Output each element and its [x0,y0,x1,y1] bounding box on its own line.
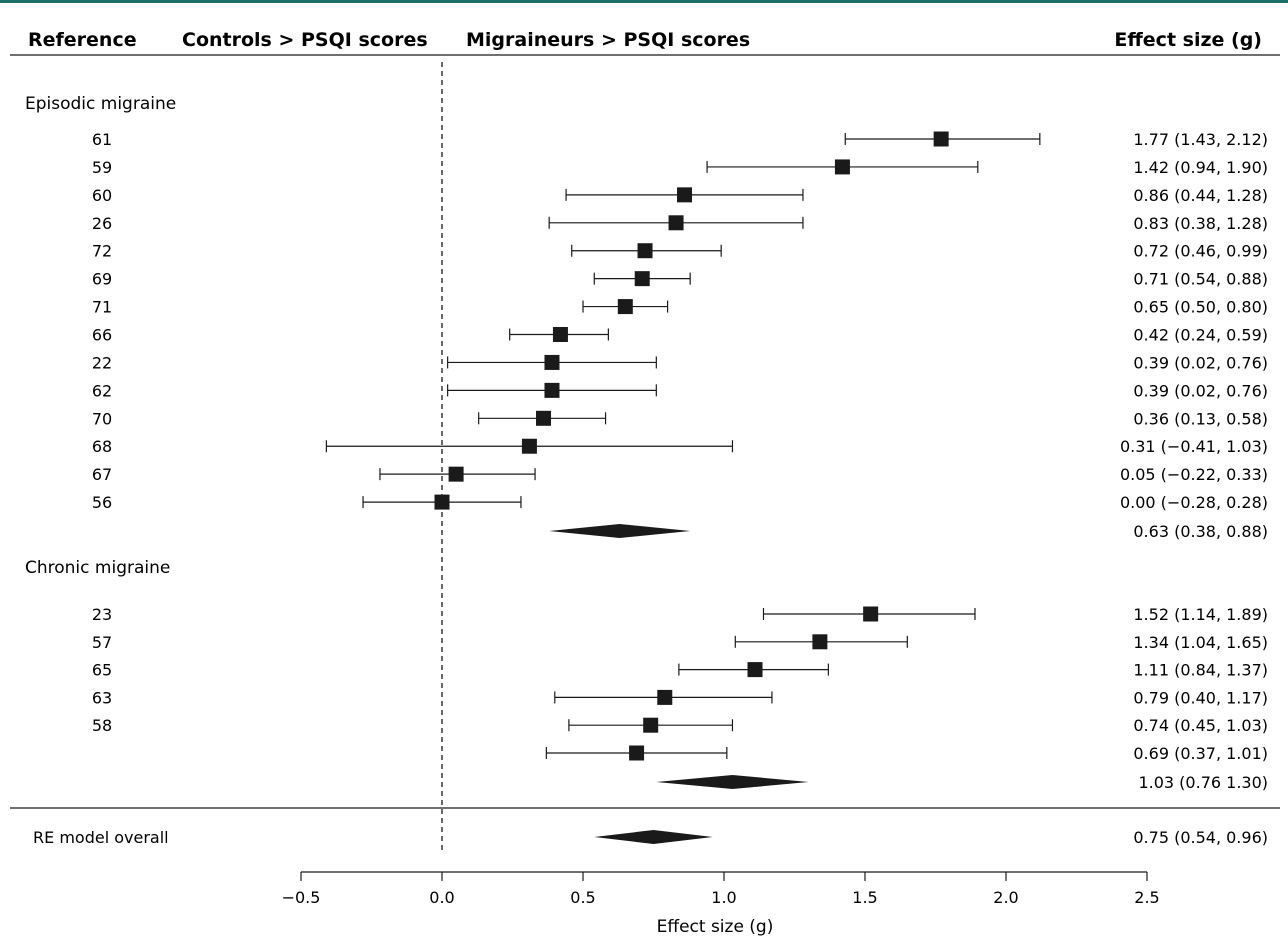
point-estimate [521,438,537,454]
summary-diamond [549,524,691,538]
effect-label: 0.69 (0.37, 1.01) [1133,744,1268,763]
effect-label: 0.31 (−0.41, 1.03) [1120,437,1268,456]
study-reference: 70 [92,409,112,428]
effect-label: 0.05 (−0.22, 0.33) [1120,465,1268,484]
x-tick-label: 2.0 [993,888,1018,907]
study-reference: 57 [92,633,112,652]
x-tick-label: 0.0 [429,888,454,907]
point-estimate [657,689,673,705]
point-estimate [834,159,850,175]
effect-label: 0.65 (0.50, 0.80) [1133,298,1268,317]
point-estimate [933,131,949,147]
effect-label: 0.36 (0.13, 0.58) [1133,409,1268,428]
effect-label: 0.39 (0.02, 0.76) [1133,353,1268,372]
overall-label: RE model overall [33,828,169,847]
point-estimate [544,382,560,398]
point-estimate [747,662,763,678]
overall-diamond [594,830,713,844]
header-effect-size: Effect size (g) [1114,29,1262,51]
effect-label: 0.42 (0.24, 0.59) [1133,326,1268,345]
x-tick-label: 2.5 [1134,888,1159,907]
point-estimate [643,717,659,733]
effect-label: 1.34 (1.04, 1.65) [1133,633,1268,652]
x-tick-label: 1.0 [711,888,736,907]
header-controls: Controls > PSQI scores [182,29,428,51]
point-estimate [544,354,560,370]
effect-label: 1.42 (0.94, 1.90) [1133,158,1268,177]
point-estimate [677,187,693,203]
effect-label: 1.11 (0.84, 1.37) [1133,661,1268,680]
effect-label: 0.71 (0.54, 0.88) [1133,270,1268,289]
study-reference: 23 [92,605,112,624]
effect-label: 0.74 (0.45, 1.03) [1133,716,1268,735]
summary-effect-label: 1.03 (0.76 1.30) [1138,773,1268,792]
point-estimate [629,745,645,761]
summary-effect-label: 0.75 (0.54, 0.96) [1133,828,1268,847]
study-reference: 66 [92,326,112,345]
effect-label: 0.39 (0.02, 0.76) [1133,381,1268,400]
point-estimate [668,215,684,231]
effect-label: 0.72 (0.46, 0.99) [1133,242,1268,261]
study-reference: 63 [92,688,112,707]
study-reference: 62 [92,381,112,400]
point-estimate [448,466,464,482]
x-tick-label: 1.5 [852,888,877,907]
study-reference: 61 [92,130,112,149]
point-estimate [863,606,879,622]
study-reference: 71 [92,298,112,317]
study-reference: 60 [92,186,112,205]
effect-label: 0.79 (0.40, 1.17) [1133,688,1268,707]
point-estimate [617,299,633,315]
point-estimate [637,243,653,259]
x-axis-label: Effect size (g) [657,917,774,937]
effect-label: 1.77 (1.43, 2.12) [1133,130,1268,149]
summary-effect-label: 0.63 (0.38, 0.88) [1133,522,1268,541]
study-reference: 26 [92,214,112,233]
effect-label: 0.83 (0.38, 1.28) [1133,214,1268,233]
x-tick-label: 0.5 [570,888,595,907]
x-tick-label: −0.5 [282,888,321,907]
study-reference: 22 [92,353,112,372]
header-migraineurs: Migraineurs > PSQI scores [466,29,750,51]
study-reference: 65 [92,661,112,680]
study-reference: 67 [92,465,112,484]
study-reference: 68 [92,437,112,456]
study-reference: 56 [92,493,112,512]
study-reference: 69 [92,270,112,289]
study-reference: 59 [92,158,112,177]
effect-label: 0.86 (0.44, 1.28) [1133,186,1268,205]
effect-label: 1.52 (1.14, 1.89) [1133,605,1268,624]
group-title: Chronic migraine [25,558,170,578]
point-estimate [536,410,552,426]
effect-label: 0.00 (−0.28, 0.28) [1120,493,1268,512]
header-reference: Reference [28,29,137,51]
point-estimate [812,634,828,650]
point-estimate [634,271,650,287]
group-title: Episodic migraine [25,94,176,114]
top-rule [0,0,1288,3]
point-estimate [552,327,568,343]
summary-diamond [656,775,809,789]
chart-marks: Episodic migraine 61 1.77 (1.43, 2.12) 59 1.… [25,94,1268,907]
point-estimate [434,494,450,510]
study-reference: 58 [92,716,112,735]
study-reference: 72 [92,242,112,261]
